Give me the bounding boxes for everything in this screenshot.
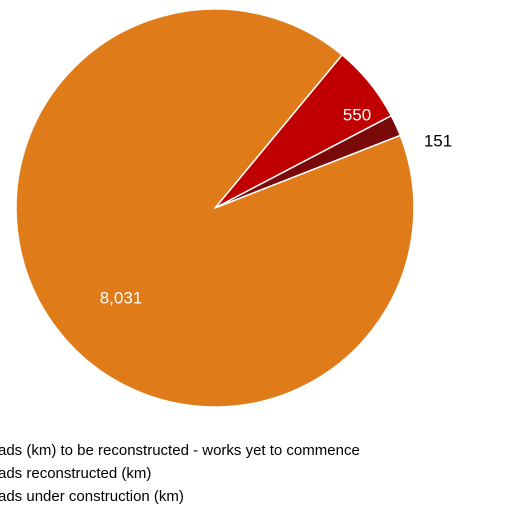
slice-label-2: 151 xyxy=(424,131,452,150)
pie-slice-0 xyxy=(15,8,415,408)
legend-item-0: ads (km) to be reconstructed - works yet… xyxy=(0,442,360,459)
slice-label-1: 550 xyxy=(343,105,371,124)
legend-item-1: ads reconstructed (km) xyxy=(0,465,151,482)
slice-labels: 550 151 8,031 xyxy=(100,105,452,307)
pie-slices xyxy=(15,8,415,408)
legend: ads (km) to be reconstructed - works yet… xyxy=(0,442,360,505)
slice-label-0: 8,031 xyxy=(100,288,143,307)
legend-item-2: ads under construction (km) xyxy=(0,488,184,505)
